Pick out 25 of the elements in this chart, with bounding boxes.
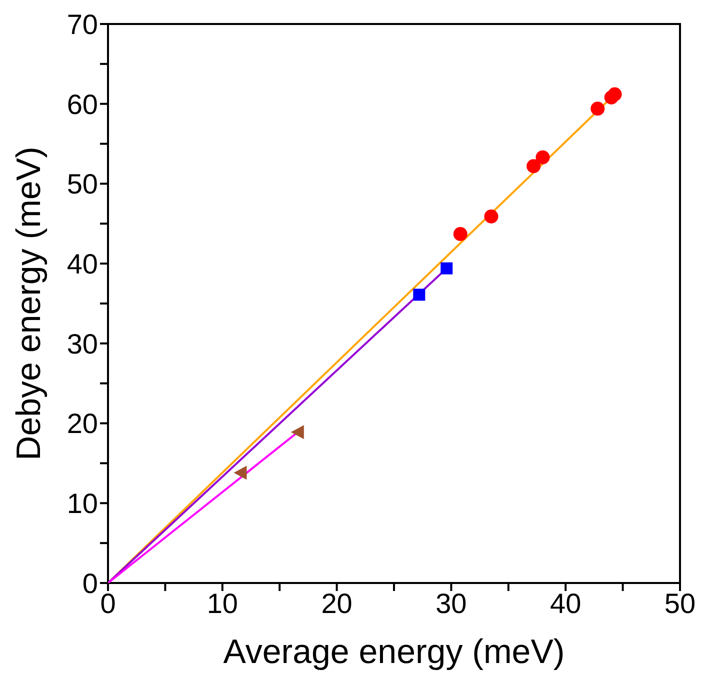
point (413, 288, 426, 301)
y-tick-label: 50 (66, 168, 98, 200)
y-tick-label: 70 (66, 8, 98, 40)
x-tick-label: 20 (321, 588, 352, 619)
point (590, 102, 605, 116)
y-tick-label: 10 (66, 488, 98, 520)
x-tick-label: 40 (550, 588, 582, 619)
x-axis-title: Average energy (meV) (223, 633, 565, 671)
y-tick-label: 40 (66, 248, 98, 280)
point (440, 262, 453, 274)
point (526, 159, 541, 174)
y-axis-title: Debye energy (meV) (10, 146, 48, 460)
y-tick-label: 60 (66, 88, 98, 120)
y-tick-label: 0 (82, 568, 98, 599)
point (234, 466, 247, 480)
y-tick-label: 30 (66, 328, 98, 360)
x-tick-label: 30 (436, 588, 467, 619)
x-tick-label: 50 (664, 588, 696, 619)
point (290, 425, 304, 440)
point (608, 87, 622, 102)
x-tick-label: 10 (206, 588, 238, 619)
y-tick-label: 20 (66, 408, 98, 440)
point (536, 150, 550, 164)
point (484, 209, 498, 224)
point (453, 227, 468, 242)
